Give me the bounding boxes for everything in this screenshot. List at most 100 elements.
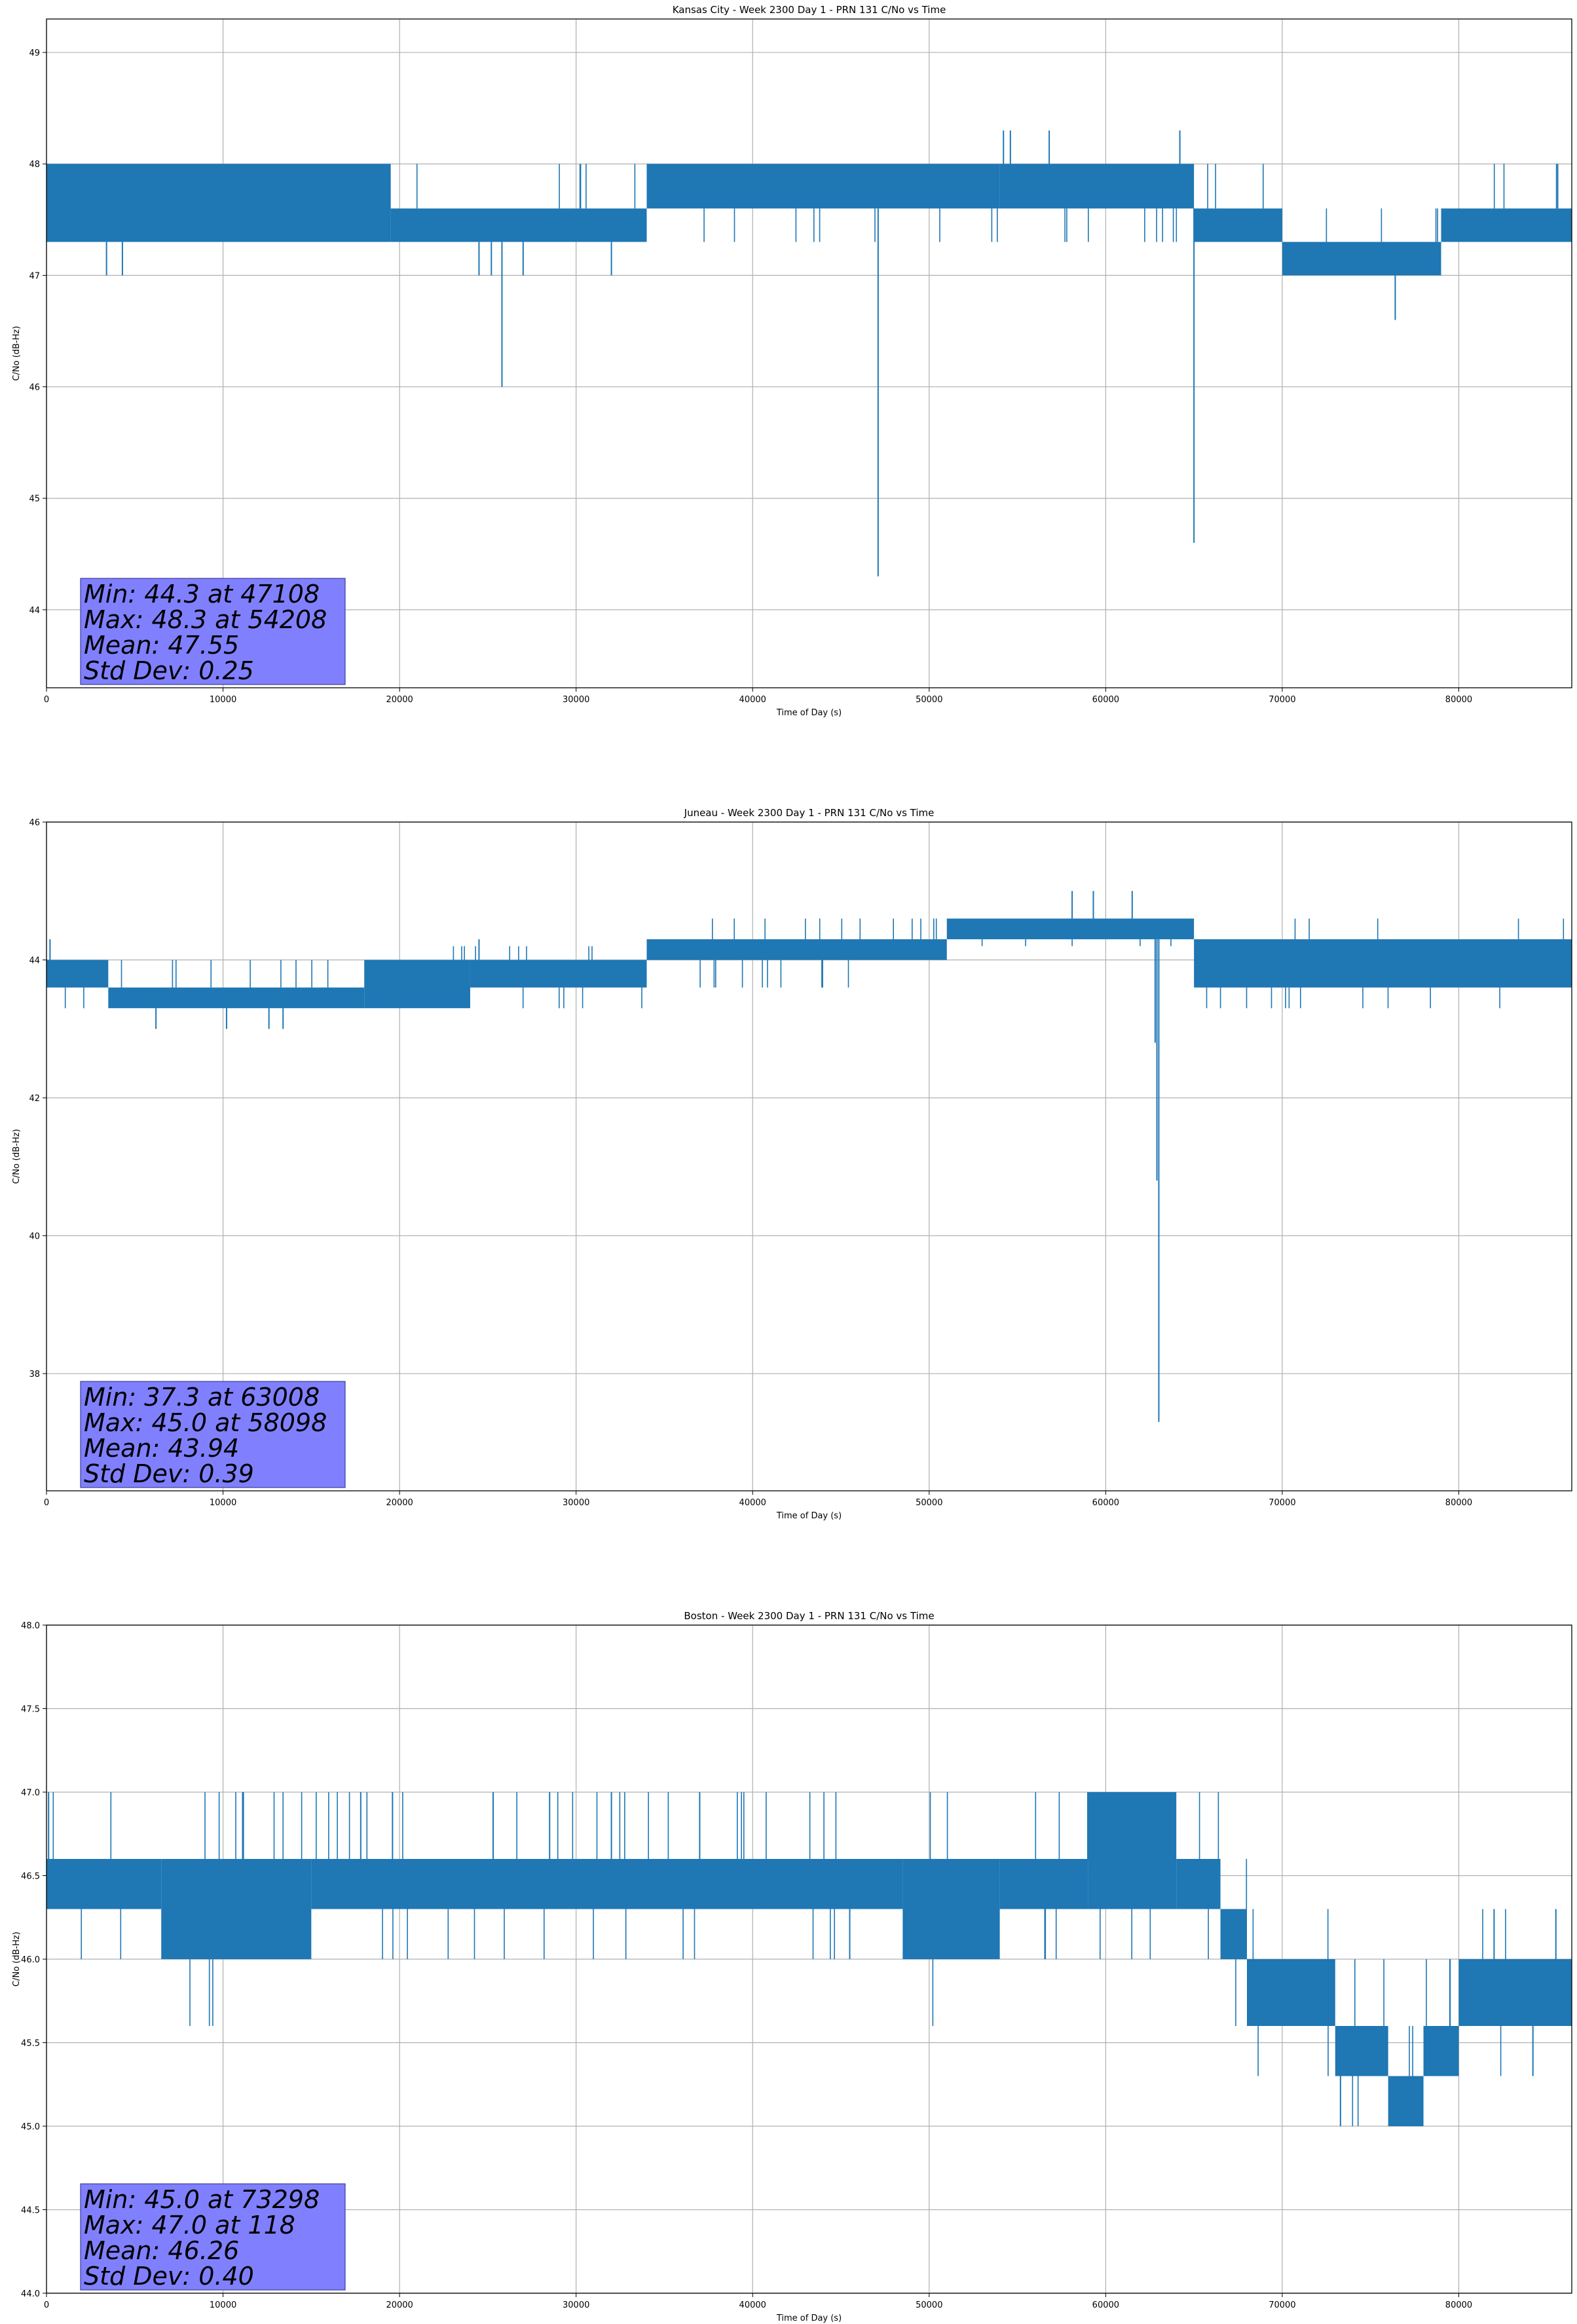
data-band [1247, 1959, 1335, 2026]
y-tick-label: 48 [29, 160, 40, 170]
y-tick-label: 45.5 [21, 2039, 40, 2049]
stats-line: Max: 45.0 at 58098 [84, 1408, 327, 1437]
stats-line: Min: 45.0 at 73298 [84, 2185, 320, 2214]
data-band [1423, 2026, 1459, 2076]
x-tick-label: 70000 [1269, 1498, 1295, 1508]
data-noise [1235, 1859, 1248, 2026]
data-noise [1409, 2026, 1413, 2076]
y-tick-label: 46.0 [21, 1955, 40, 1965]
axes-frame [46, 821, 1572, 1491]
x-tick-label: 20000 [386, 1498, 413, 1508]
y-axis-label: C/No (dB-Hz) [12, 1129, 22, 1184]
x-tick-label: 60000 [1092, 2300, 1119, 2310]
data-noise [1100, 1909, 1151, 1959]
data-band [1088, 1792, 1177, 1909]
data-noise [52, 1792, 122, 1959]
data-band [161, 1859, 312, 1959]
data-noise [1207, 164, 1264, 209]
stats-line: Std Dev: 0.39 [84, 1459, 254, 1488]
data-band [1220, 1909, 1248, 1959]
data-band [46, 164, 391, 242]
data-band [999, 1859, 1088, 1909]
x-tick-label: 30000 [563, 1498, 589, 1508]
y-tick-label: 45.0 [21, 2122, 40, 2132]
chart-title: Boston - Week 2300 Day 1 - PRN 131 C/No … [684, 1610, 934, 1622]
data-band [1194, 208, 1282, 242]
y-tick-label: 44 [29, 956, 40, 966]
y-tick-label: 42 [29, 1094, 40, 1104]
data-noise [316, 1792, 837, 1959]
data-noise [1426, 1959, 1451, 2026]
x-tick-label: 20000 [386, 695, 413, 705]
x-tick-label: 50000 [916, 695, 942, 705]
x-tick-label: 10000 [210, 695, 236, 705]
stats-line: Mean: 43.94 [84, 1434, 239, 1463]
y-tick-label: 49 [29, 48, 40, 58]
x-tick-label: 0 [44, 695, 49, 705]
x-tick-label: 40000 [739, 695, 766, 705]
chart-panel-1: Kansas City - Week 2300 Day 1 - PRN 131 … [12, 4, 1572, 718]
x-tick-label: 10000 [210, 1498, 236, 1508]
y-axis-label: C/No (dB-Hz) [12, 326, 22, 381]
data-band [1441, 208, 1572, 242]
x-tick-label: 60000 [1092, 695, 1119, 705]
stats-line: Mean: 46.26 [84, 2236, 239, 2265]
x-axis-label: Time of Day (s) [776, 1511, 842, 1521]
x-tick-label: 10000 [210, 2300, 236, 2310]
x-tick-label: 30000 [563, 695, 589, 705]
stats-line: Min: 37.3 at 63008 [84, 1383, 320, 1412]
y-tick-label: 44.5 [21, 2206, 40, 2216]
chart-title: Juneau - Week 2300 Day 1 - PRN 131 C/No … [684, 807, 935, 819]
y-tick-label: 38 [29, 1370, 40, 1379]
data-noise [1206, 918, 1565, 1009]
data-band [311, 1859, 903, 1909]
y-tick-label: 46 [29, 818, 40, 828]
data-noise [703, 208, 998, 242]
x-tick-label: 70000 [1269, 695, 1295, 705]
data-band [646, 939, 947, 960]
data-band [46, 1859, 162, 1909]
data-noise [416, 164, 636, 209]
data-band [108, 987, 365, 1009]
data-noise [121, 960, 329, 988]
x-tick-label: 80000 [1445, 1498, 1472, 1508]
x-tick-label: 40000 [739, 2300, 766, 2310]
data-band [390, 208, 647, 242]
data-noise [1493, 164, 1559, 209]
data-noise [699, 918, 937, 988]
stats-line: Max: 48.3 at 54208 [84, 605, 327, 634]
data-noise [1482, 1909, 1506, 2076]
y-tick-label: 47.0 [21, 1788, 40, 1798]
data-noise [1035, 1792, 1088, 1959]
stats-line: Std Dev: 0.40 [84, 2262, 254, 2291]
x-tick-label: 20000 [386, 2300, 413, 2310]
stats-line: Std Dev: 0.25 [84, 656, 254, 685]
data-band [1282, 242, 1441, 276]
y-tick-label: 46.5 [21, 1872, 40, 1882]
x-tick-label: 0 [44, 2300, 49, 2310]
x-tick-label: 70000 [1269, 2300, 1295, 2310]
axes-frame [46, 18, 1572, 688]
y-tick-label: 47 [29, 271, 40, 281]
y-tick-label: 48.0 [21, 1621, 40, 1631]
y-tick-label: 44 [29, 606, 40, 616]
data-noise [1326, 208, 1438, 242]
data-noise [1064, 208, 1178, 242]
data-noise [64, 987, 84, 1009]
stats-box [80, 2183, 346, 2291]
stats-line: Mean: 47.55 [84, 631, 239, 660]
data-noise [1252, 1909, 1329, 2076]
data-noise [929, 1792, 948, 2026]
x-tick-label: 30000 [563, 2300, 589, 2310]
chart-title: Kansas City - Week 2300 Day 1 - PRN 131 … [673, 4, 946, 16]
chart-panel-3: Boston - Week 2300 Day 1 - PRN 131 C/No … [12, 1610, 1572, 2323]
x-tick-label: 50000 [916, 2300, 942, 2310]
stats-line: Max: 47.0 at 118 [84, 2211, 295, 2240]
stats-box [80, 1381, 346, 1488]
x-axis-label: Time of Day (s) [776, 2314, 842, 2323]
data-band [1388, 2076, 1424, 2126]
x-tick-label: 80000 [1445, 2300, 1472, 2310]
data-noise [453, 946, 465, 960]
stats-line: Min: 44.3 at 47108 [84, 580, 320, 609]
data-band [46, 960, 109, 988]
